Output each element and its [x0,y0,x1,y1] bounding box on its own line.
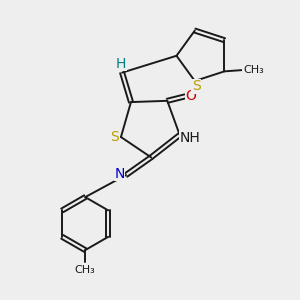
Text: S: S [192,79,201,93]
Text: CH₃: CH₃ [243,65,264,75]
Text: NH: NH [180,131,200,145]
Text: H: H [116,57,126,71]
Text: O: O [185,89,196,103]
Text: S: S [110,130,119,144]
Text: CH₃: CH₃ [75,265,96,275]
Text: N: N [114,167,125,181]
